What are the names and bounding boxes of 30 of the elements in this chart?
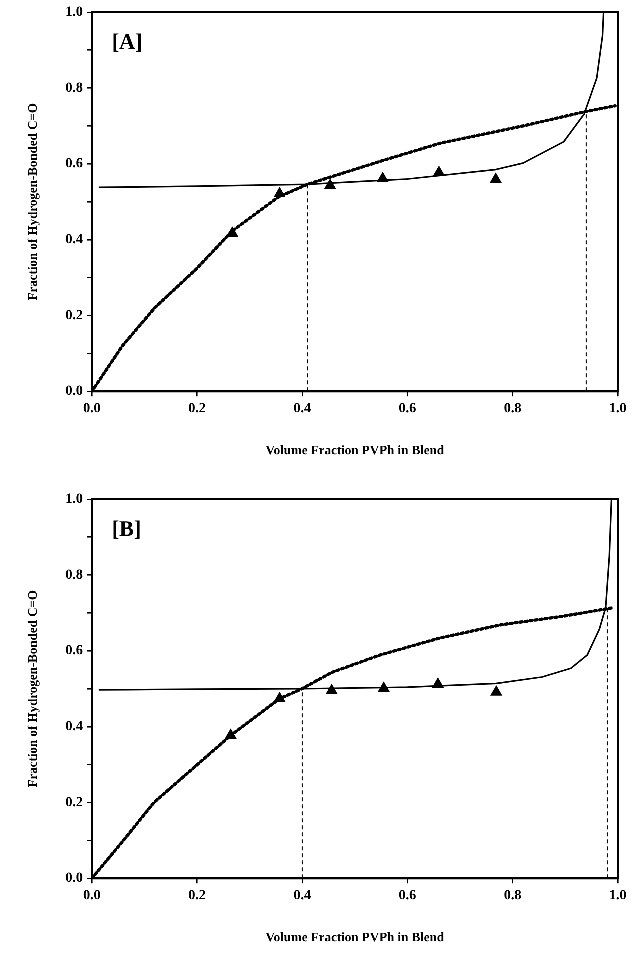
annotation: [A] [112, 29, 143, 54]
y-tick-label: 0.0 [66, 384, 84, 400]
y-axis-title: Fraction of Hydrogen-Bonded C=O [25, 103, 40, 301]
y-tick-label: 0.8 [66, 568, 84, 583]
x-tick-label: 0.6 [398, 888, 416, 904]
x-tick-label: 0.2 [188, 888, 206, 904]
y-tick-label: 0.0 [66, 871, 84, 886]
x-tick-label: 0.8 [504, 402, 522, 417]
x-tick-label: 0.0 [83, 888, 101, 904]
y-axis-title: Fraction of Hydrogen-Bonded C=O [25, 590, 40, 788]
x-tick-label: 1.0 [609, 888, 627, 904]
x-axis-title: Volume Fraction PVPh in Blend [266, 442, 446, 458]
y-tick-label: 0.8 [66, 80, 84, 96]
y-tick-label: 0.2 [66, 308, 84, 324]
y-tick-label: 0.6 [66, 156, 84, 172]
x-tick-label: 0.6 [398, 402, 416, 417]
y-tick-label: 0.4 [66, 720, 84, 735]
y-tick-label: 0.6 [66, 644, 84, 659]
y-tick-label: 0.4 [66, 232, 84, 248]
x-tick-label: 0.4 [294, 888, 312, 904]
y-tick-label: 1.0 [66, 492, 84, 508]
y-tick-label: 1.0 [66, 5, 84, 20]
x-tick-label: 0.0 [83, 402, 101, 417]
x-tick-label: 0.4 [294, 402, 312, 417]
x-tick-label: 1.0 [609, 402, 627, 417]
y-tick-label: 0.2 [66, 795, 84, 810]
annotation: [B] [112, 516, 142, 542]
x-tick-label: 0.8 [504, 888, 522, 904]
x-tick-label: 0.2 [188, 402, 206, 417]
x-axis-title: Volume Fraction PVPh in Blend [266, 930, 446, 945]
